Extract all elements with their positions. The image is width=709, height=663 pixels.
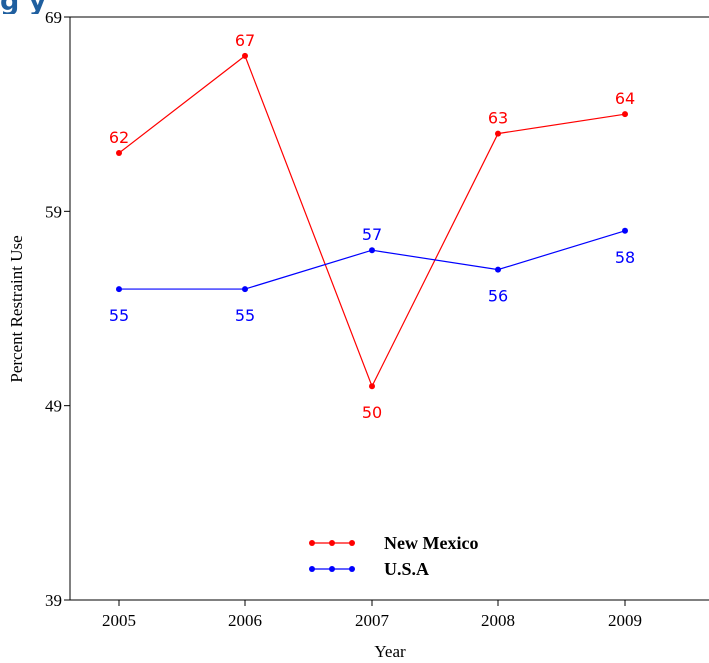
legend-item: New Mexico: [309, 533, 478, 553]
data-point: [495, 130, 501, 137]
data-point: [369, 383, 375, 390]
data-point: [116, 150, 122, 157]
data-point: [622, 111, 628, 118]
legend-swatch-marker: [349, 540, 355, 546]
axes: 39 49 59 69 2005 2006 2007 2008 2009 Year Percent …: [7, 8, 709, 661]
x-tick-label: 2007: [355, 611, 390, 630]
data-label: 56: [488, 287, 508, 306]
page-title-fragment: g y: [0, 0, 709, 14]
legend-swatch-marker: [329, 540, 335, 546]
data-point: [116, 286, 122, 293]
data-label: 62: [109, 128, 129, 147]
y-tick-label: 49: [45, 397, 62, 416]
data-label: 63: [488, 109, 508, 128]
data-label: 67: [235, 31, 255, 50]
series-2: 55 55 57 56 58: [109, 225, 635, 325]
data-point: [495, 266, 501, 273]
data-label: 58: [615, 248, 635, 267]
y-axis-title: Percent Restraint Use: [7, 235, 26, 382]
legend-label: New Mexico: [384, 533, 478, 553]
y-tick-label: 59: [45, 202, 62, 221]
data-label: 50: [362, 403, 382, 422]
legend: New Mexico U.S.A: [309, 533, 478, 579]
x-tick-label: 2005: [102, 611, 136, 630]
data-label: 64: [615, 89, 635, 108]
legend-swatch-marker: [349, 566, 355, 572]
data-point: [242, 286, 248, 293]
legend-item: U.S.A: [309, 559, 429, 579]
x-axis-title: Year: [374, 642, 406, 661]
series-1: 62 67 50 63 64: [109, 31, 635, 422]
series-layer: 62 67 50 63 64 55 55 57 56 58: [109, 31, 635, 422]
data-label: 55: [109, 306, 129, 325]
data-label: 55: [235, 306, 255, 325]
series-line: [118, 54, 626, 388]
data-label: 57: [362, 225, 382, 244]
x-tick-label: 2008: [481, 611, 515, 630]
legend-swatch-marker: [309, 566, 315, 572]
data-point: [622, 227, 628, 234]
data-point: [369, 247, 375, 254]
legend-swatch-marker: [309, 540, 315, 546]
x-tick-label: 2009: [608, 611, 642, 630]
y-tick-label: 39: [45, 591, 62, 610]
legend-swatch-marker: [329, 566, 335, 572]
legend-label: U.S.A: [384, 559, 429, 579]
data-point: [242, 52, 248, 59]
x-tick-label: 2006: [228, 611, 262, 630]
y-tick-label: 69: [45, 8, 62, 27]
